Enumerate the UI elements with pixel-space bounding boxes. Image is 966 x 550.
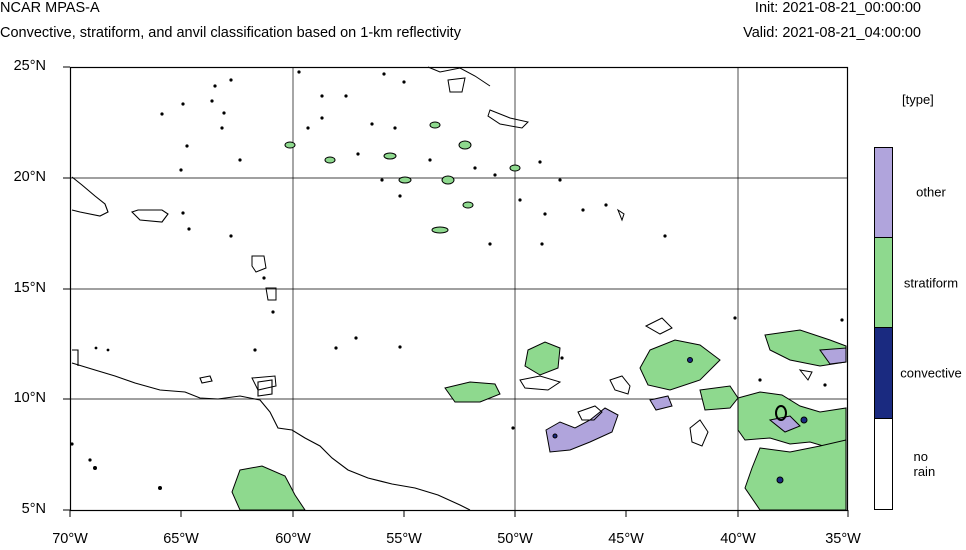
lon-label-35w: 35°W xyxy=(825,531,861,547)
stratiform-cell xyxy=(441,175,455,185)
legend-label-other: other xyxy=(916,184,946,200)
stratiform-cell xyxy=(383,152,397,160)
map-frame xyxy=(69,66,849,512)
lon-label-55w: 55°W xyxy=(386,531,422,547)
lat-label-15n: 15°N xyxy=(13,280,46,296)
stratiform-cell xyxy=(284,141,296,149)
stratiform-cell xyxy=(444,381,501,403)
stratiform-cell xyxy=(524,341,561,376)
convective-cell xyxy=(776,476,784,484)
coastlines xyxy=(71,176,471,511)
valid-time: Valid: 2021-08-21_04:00:00 xyxy=(743,25,921,41)
convective-cell xyxy=(552,433,558,439)
lat-label-25n: 25°N xyxy=(13,58,46,74)
legend-swatch-no-rain xyxy=(874,418,893,510)
lesser-antilles-1 xyxy=(71,176,109,217)
other-cell xyxy=(819,347,847,365)
convective-cell xyxy=(687,357,693,363)
south-america-coastline xyxy=(71,362,471,511)
lat-label-5n: 5°N xyxy=(21,501,46,517)
tick-marks xyxy=(63,66,849,517)
legend-title: [type] xyxy=(902,92,934,107)
other-cell xyxy=(545,407,619,453)
other-cell xyxy=(649,395,673,411)
legend-swatch-convective xyxy=(874,327,893,419)
stratiform-cell xyxy=(458,140,472,150)
legend-colorbar xyxy=(874,147,893,510)
convective-cell xyxy=(800,416,808,424)
trinidad xyxy=(257,379,273,397)
legend-label-stratiform: stratiform xyxy=(903,275,959,291)
stratiform-cell xyxy=(324,156,336,164)
island-small-1 xyxy=(199,375,213,384)
init-time: Init: 2021-08-21_00:00:00 xyxy=(754,0,921,16)
legend-swatch-stratiform xyxy=(874,237,893,328)
legend-label-no-rain: no rain xyxy=(913,449,936,479)
lat-label-10n: 10°N xyxy=(13,390,46,406)
plot-description: Convective, stratiform, and anvil classi… xyxy=(0,25,461,41)
stratiform-cell xyxy=(429,121,441,129)
island-puerto-rico xyxy=(130,209,169,223)
island-arc xyxy=(72,349,79,366)
model-title: NCAR MPAS-A xyxy=(0,0,100,16)
stratiform-cell xyxy=(231,465,306,511)
legend-swatch-other xyxy=(874,147,893,238)
stratiform-cell xyxy=(744,439,847,511)
stratiform-cell xyxy=(462,201,474,209)
lon-label-45w: 45°W xyxy=(608,531,644,547)
stratiform-cell xyxy=(398,176,412,184)
legend-label-convective: convective xyxy=(900,365,962,381)
scattered-echoes xyxy=(70,70,844,490)
precip-cells xyxy=(231,121,847,511)
graticule xyxy=(70,67,848,510)
lon-label-60w: 60°W xyxy=(275,531,311,547)
lon-label-50w: 50°W xyxy=(497,531,533,547)
stratiform-cell xyxy=(431,226,449,234)
lat-label-20n: 20°N xyxy=(13,169,46,185)
stratiform-cell xyxy=(639,339,721,391)
stratiform-cell xyxy=(699,385,739,411)
lon-label-70w: 70°W xyxy=(52,531,88,547)
other-cell xyxy=(768,415,801,433)
lon-label-40w: 40°W xyxy=(720,531,756,547)
lon-label-65w: 65°W xyxy=(163,531,199,547)
stratiform-cell xyxy=(509,164,521,172)
